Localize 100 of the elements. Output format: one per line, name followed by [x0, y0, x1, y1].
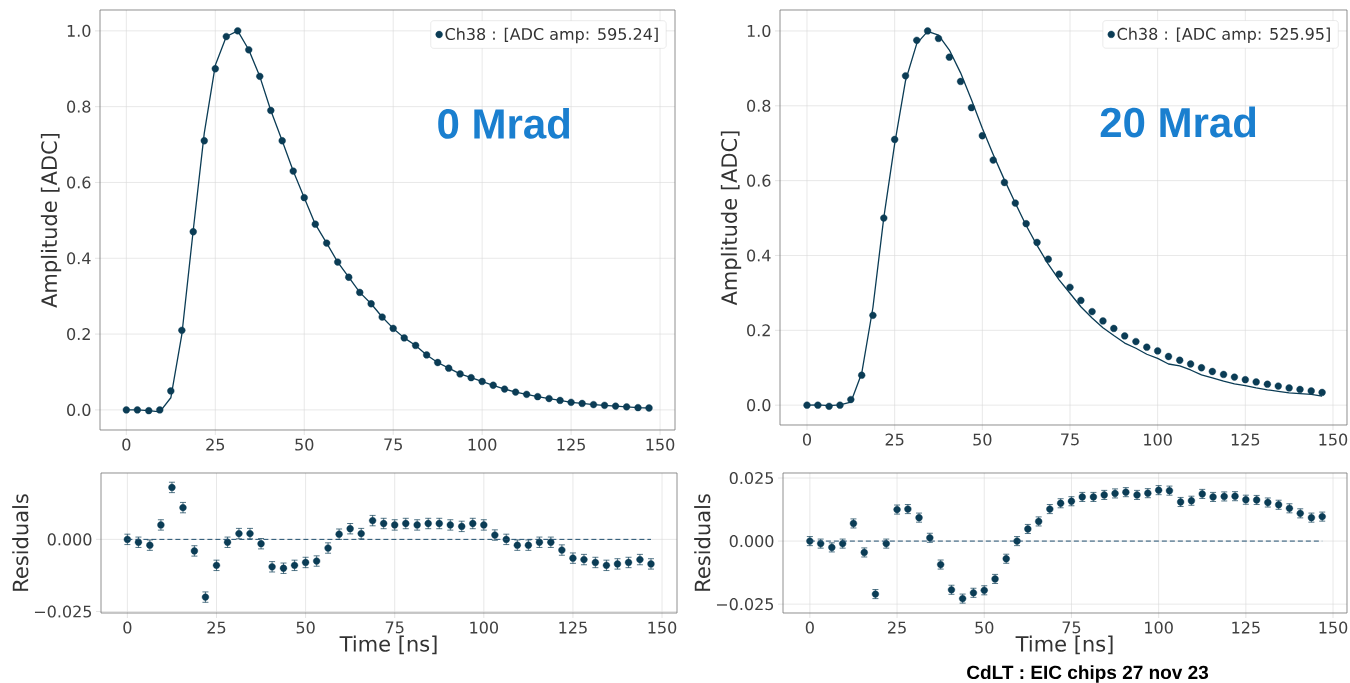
point — [967, 104, 976, 112]
point — [803, 401, 811, 409]
y-tick-label: 0.0 — [67, 403, 91, 416]
point — [1066, 283, 1074, 291]
point — [545, 394, 553, 403]
point — [869, 311, 877, 319]
y-tick-label: 0.8 — [67, 100, 91, 113]
x-tick-label: 150 — [1319, 621, 1348, 634]
point — [578, 399, 586, 408]
point — [1241, 376, 1249, 384]
point — [1274, 382, 1282, 390]
y-tick-label: 0.4 — [747, 249, 771, 262]
x-tick-label: 75 — [1061, 433, 1079, 446]
point — [534, 393, 542, 401]
point — [556, 396, 564, 405]
y-axis-title: Residuals — [12, 494, 29, 591]
point — [645, 404, 653, 412]
point — [412, 341, 420, 350]
point — [367, 300, 375, 308]
x-tick-label: 100 — [1145, 621, 1173, 634]
point — [825, 402, 833, 410]
point — [567, 398, 575, 406]
point — [1143, 343, 1151, 351]
point — [880, 214, 888, 222]
point — [211, 65, 219, 73]
point — [456, 370, 464, 378]
point — [178, 326, 186, 334]
point — [278, 137, 286, 145]
x-tick-label: 125 — [1231, 433, 1260, 446]
annotation: 0 Mrad — [438, 107, 570, 139]
point — [1176, 356, 1184, 364]
y-tick-label: 0.2 — [747, 324, 770, 337]
y-tick-label: 0.000 — [47, 533, 92, 546]
point — [167, 387, 175, 395]
x-tick-label: 100 — [470, 621, 499, 634]
point — [847, 395, 855, 404]
x-tick-label: 0 — [122, 438, 131, 451]
point — [978, 132, 986, 140]
point — [1055, 270, 1063, 278]
point — [345, 273, 353, 281]
point — [1154, 347, 1162, 355]
point — [1187, 360, 1195, 368]
point — [1132, 337, 1140, 346]
y-axis-title: Amplitude [ADC] — [40, 133, 62, 308]
point — [311, 220, 319, 228]
point — [1110, 324, 1118, 333]
x-tick-label: 75 — [1062, 621, 1081, 634]
y-axis-title: Amplitude [ADC] — [720, 131, 742, 306]
point — [200, 137, 208, 145]
x-tick-label: 150 — [1319, 433, 1348, 446]
point — [145, 407, 153, 415]
point — [323, 239, 331, 247]
point — [1099, 317, 1107, 325]
point — [858, 371, 866, 379]
point — [1000, 178, 1009, 187]
point — [478, 377, 486, 386]
point — [1208, 367, 1216, 376]
point — [1164, 352, 1173, 361]
x-tick-label: 50 — [296, 621, 315, 634]
x-tick-label: 150 — [648, 621, 677, 634]
point — [245, 46, 253, 54]
x-axis-title: Time [ns] — [339, 635, 437, 655]
point — [378, 313, 386, 321]
point — [334, 258, 342, 266]
point — [512, 388, 520, 396]
point — [423, 351, 431, 359]
y-tick-label: 1.0 — [67, 24, 91, 37]
point — [122, 406, 130, 414]
point — [1011, 199, 1019, 207]
point — [467, 374, 475, 382]
point — [1230, 373, 1239, 381]
x-tick-label: 25 — [888, 621, 906, 634]
y-tick-label: 0.8 — [747, 99, 771, 112]
x-tick-label: 125 — [557, 438, 585, 451]
point — [222, 32, 230, 41]
point — [389, 324, 397, 332]
point — [956, 77, 965, 86]
point — [356, 288, 364, 296]
point — [445, 364, 453, 372]
legend-label: Ch38 : [ADC amp: 595.24] — [445, 27, 658, 44]
point — [814, 401, 822, 409]
y-tick-label: 0.2 — [67, 328, 90, 341]
point — [234, 27, 242, 35]
point — [1296, 385, 1304, 394]
x-tick-label: 100 — [468, 438, 497, 451]
y-tick-label: −0.025 — [34, 605, 92, 618]
x-tick-label: 150 — [646, 438, 675, 451]
x-tick-label: 50 — [975, 621, 994, 634]
y-tick-label: 0.4 — [67, 252, 91, 265]
legend-label: Ch38 : [ADC amp: 525.95] — [1117, 27, 1330, 44]
point — [434, 358, 442, 367]
point — [611, 402, 620, 410]
annotation: 20 Mrad — [1100, 106, 1256, 138]
x-tick-label: 0 — [805, 621, 814, 634]
x-tick-label: 75 — [384, 438, 402, 451]
point — [924, 27, 932, 35]
point — [523, 390, 531, 398]
point — [836, 401, 844, 409]
point — [500, 385, 509, 393]
point — [934, 34, 943, 43]
